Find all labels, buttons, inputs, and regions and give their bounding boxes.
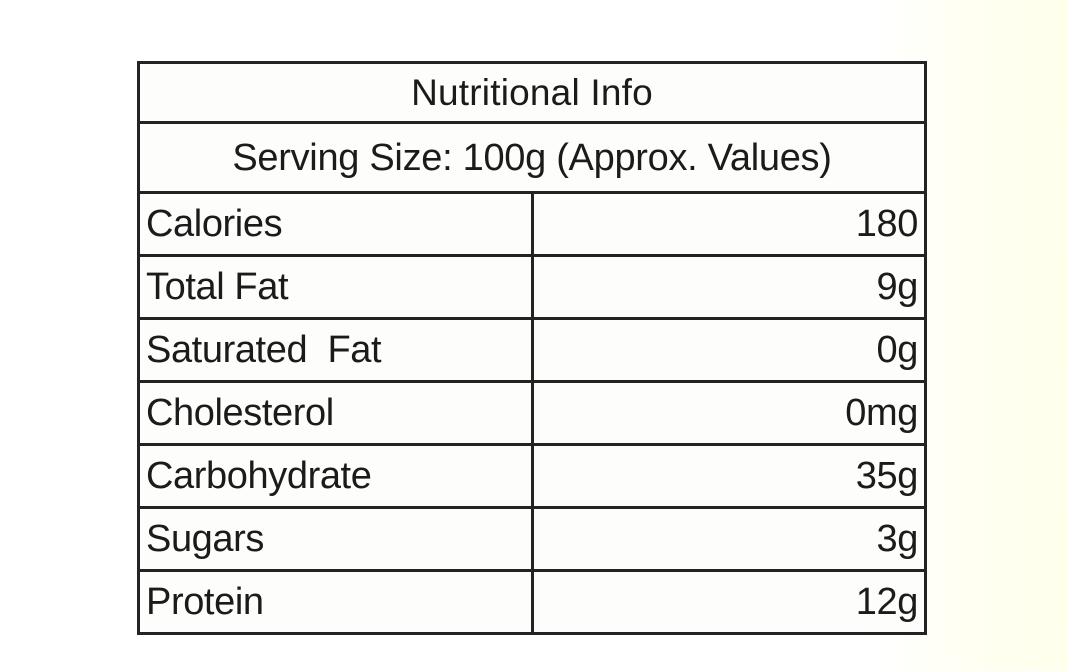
nutrient-value-carbohydrate: 35g <box>530 443 927 509</box>
nutrient-label-cholesterol: Cholesterol <box>137 380 534 446</box>
table-row: Protein 12g <box>137 569 927 635</box>
serving-size-text: Serving Size: 100g (Approx. Values) <box>137 121 927 194</box>
nutrient-label-sugars: Sugars <box>137 506 534 572</box>
nutrient-label-protein: Protein <box>137 569 534 635</box>
table-row: Calories 180 <box>137 191 927 257</box>
table-row: Sugars 3g <box>137 506 927 572</box>
table-row-title: Nutritional Info <box>137 61 927 124</box>
nutrient-label-total-fat: Total Fat <box>137 254 534 320</box>
nutrient-label-calories: Calories <box>137 191 534 257</box>
table-row: Cholesterol 0mg <box>137 380 927 446</box>
nutrient-value-saturated-fat: 0g <box>530 317 927 383</box>
table-row-serving-size: Serving Size: 100g (Approx. Values) <box>137 121 927 194</box>
nutrition-facts-table: Nutritional Info Serving Size: 100g (App… <box>137 61 927 635</box>
nutrition-table-body: Nutritional Info Serving Size: 100g (App… <box>137 61 927 635</box>
nutrient-label-carbohydrate: Carbohydrate <box>137 443 534 509</box>
nutrient-label-saturated-fat: Saturated Fat <box>137 317 534 383</box>
nutrient-value-protein: 12g <box>530 569 927 635</box>
nutrition-label-sheet: Nutritional Info Serving Size: 100g (App… <box>137 61 927 635</box>
table-row: Carbohydrate 35g <box>137 443 927 509</box>
nutrient-value-cholesterol: 0mg <box>530 380 927 446</box>
table-row: Saturated Fat 0g <box>137 317 927 383</box>
nutrition-table-title: Nutritional Info <box>137 61 927 124</box>
table-row: Total Fat 9g <box>137 254 927 320</box>
nutrient-value-total-fat: 9g <box>530 254 927 320</box>
nutrient-value-calories: 180 <box>530 191 927 257</box>
nutrient-value-sugars: 3g <box>530 506 927 572</box>
